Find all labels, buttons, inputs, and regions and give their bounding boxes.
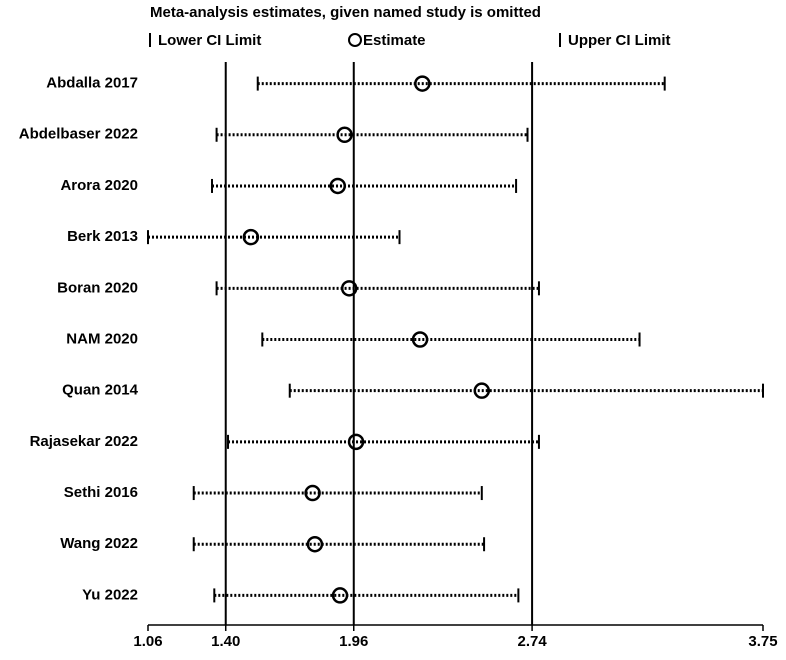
estimate (414, 75, 431, 92)
x-tick-label: 1.96 (339, 633, 368, 650)
y-tick-label: Abdelbaser 2022 (19, 126, 138, 143)
estimate (329, 177, 347, 195)
estimate (331, 587, 349, 604)
x-tick-label: 2.74 (517, 633, 547, 650)
estimate (473, 382, 491, 399)
estimate (411, 331, 429, 348)
estimate (347, 433, 365, 451)
estimate (306, 535, 324, 553)
y-tick-label: Boran 2020 (57, 279, 138, 296)
estimate (336, 126, 353, 144)
x-tick-label: 1.06 (133, 633, 162, 650)
legend-label: Lower CI Limit (158, 32, 261, 49)
chart-title: Meta-analysis estimates, given named stu… (150, 4, 541, 21)
y-tick-label: Yu 2022 (82, 586, 138, 603)
estimate (242, 228, 260, 246)
y-tick-label: Rajasekar 2022 (30, 433, 138, 450)
estimate (304, 484, 321, 502)
legend-label: Estimate (363, 32, 426, 49)
legend-symbol (348, 33, 362, 47)
x-tick-label: 3.75 (748, 633, 777, 650)
estimate (340, 280, 358, 297)
y-tick-label: Wang 2022 (60, 535, 138, 552)
x-tick-label: 1.40 (211, 633, 240, 650)
y-tick-label: Sethi 2016 (64, 484, 138, 501)
y-tick-label: Arora 2020 (60, 177, 138, 194)
y-tick-label: Berk 2013 (67, 228, 138, 245)
y-tick-label: NAM 2020 (66, 330, 138, 347)
y-tick-label: Abdalla 2017 (46, 75, 138, 92)
legend-label: Upper CI Limit (568, 32, 671, 49)
y-tick-label: Quan 2014 (62, 382, 139, 399)
